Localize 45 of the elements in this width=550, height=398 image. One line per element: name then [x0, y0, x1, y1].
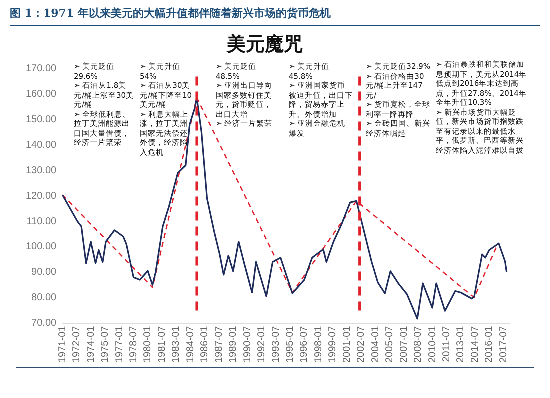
- x-tick-label: 1975-07: [100, 326, 112, 364]
- y-tick-label: 120.00: [26, 190, 58, 202]
- y-tick-label: 80.00: [32, 292, 58, 304]
- x-tick-label: 1978-07: [128, 326, 140, 364]
- x-tick-label: 1986-01: [200, 326, 211, 364]
- y-tick-label: 70.00: [32, 318, 58, 330]
- y-tick-label: 170.00: [26, 64, 58, 75]
- x-tick-label: 1999-07: [328, 326, 339, 364]
- y-tick-label: 130.00: [26, 165, 58, 176]
- x-tick-label: 2008-07: [413, 326, 424, 364]
- x-tick-label: 1972-07: [72, 326, 83, 364]
- y-tick-label: 110.00: [26, 216, 58, 228]
- x-tick-label: 1981-07: [156, 326, 168, 364]
- y-tick-label: 100.00: [26, 242, 58, 253]
- x-tick-label: 1998-01: [313, 326, 324, 364]
- x-tick-label: 1984-07: [185, 326, 196, 364]
- x-tick-label: 2011-07: [442, 326, 453, 362]
- x-tick-label: 1992-01: [256, 326, 268, 364]
- y-tick-label: 150.00: [26, 114, 58, 126]
- x-tick-label: 1987-07: [214, 326, 225, 364]
- x-tick-label: 1990-07: [242, 326, 254, 364]
- x-tick-label: 2013-01: [456, 326, 467, 364]
- x-tick-label: 2007-01: [398, 326, 410, 364]
- y-tick-label: 90.00: [32, 267, 58, 278]
- x-tick-label: 2002-07: [356, 326, 368, 364]
- x-tick-label: 1974-01: [86, 326, 97, 364]
- x-tick-label: 1980-01: [142, 326, 154, 364]
- x-tick-label: 2001-01: [342, 326, 353, 364]
- chart-title: 美元魔咒: [226, 33, 303, 56]
- x-tick-label: 2005-07: [384, 326, 396, 364]
- x-tick-label: 1993-07: [270, 326, 282, 364]
- x-tick-label: 1971-01: [57, 326, 68, 364]
- x-tick-label: 2016-01: [484, 326, 496, 364]
- chart-subtitle: 图 1：1971 年以来美元的大幅升值都伴随着新兴市场的货币危机: [10, 6, 540, 26]
- x-tick-label: 2010-01: [427, 326, 438, 364]
- x-tick-label: 2014-07: [470, 326, 481, 364]
- x-tick-label: 1996-07: [299, 326, 310, 364]
- x-tick-label: 1983-01: [171, 326, 182, 364]
- y-tick-label: 140.00: [26, 140, 58, 151]
- x-tick-label: 2017-07: [498, 326, 510, 364]
- y-tick-label: 160.00: [26, 89, 58, 100]
- x-tick-label: 1989-01: [228, 326, 240, 364]
- x-tick-label: 2004-01: [370, 326, 382, 364]
- x-tick-label: 1977-01: [114, 326, 126, 364]
- x-tick-label: 1995-01: [284, 326, 296, 364]
